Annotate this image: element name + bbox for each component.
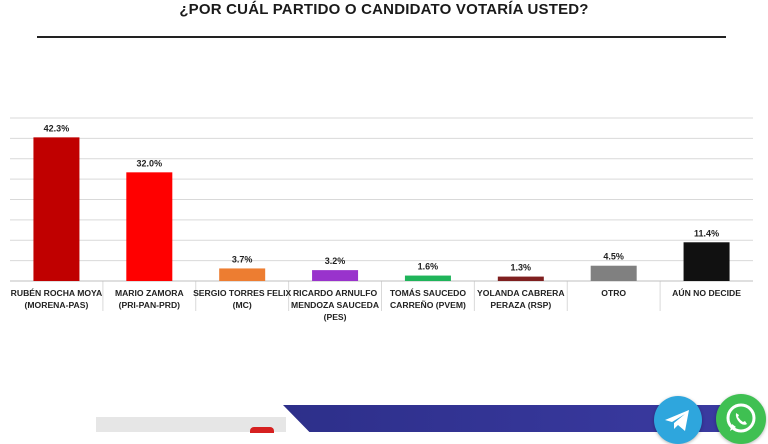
data-label-7: 4.5%: [603, 252, 624, 262]
title-divider: [37, 36, 726, 38]
category-label-8: AÚN NO DECIDE: [672, 287, 741, 298]
data-label-3: 3.7%: [232, 254, 253, 264]
whatsapp-icon: [726, 403, 756, 433]
category-label-5: CARREÑO (PVEM): [390, 300, 466, 310]
bar-4: [312, 270, 359, 281]
telegram-button[interactable]: [654, 396, 702, 444]
category-label-4: RICARDO ARNULFO: [293, 288, 377, 298]
category-label-1: RUBÉN ROCHA MOYA: [11, 288, 103, 298]
bar-2: [126, 172, 173, 281]
data-label-8: 11.4%: [694, 228, 719, 238]
data-label-2: 32.0%: [137, 158, 163, 168]
bar-7: [590, 265, 637, 281]
footer-red-tab: [250, 427, 274, 433]
telegram-icon: [665, 410, 689, 431]
category-label-6: PERAZA (RSP): [490, 300, 551, 310]
category-label-5: TOMÁS SAUCEDO: [390, 288, 467, 298]
data-label-4: 3.2%: [325, 256, 346, 266]
whatsapp-button[interactable]: [716, 394, 766, 444]
data-label-5: 1.6%: [418, 262, 439, 272]
bar-chart: 42.3% RUBÉN ROCHA MOYA (MORENA-PAS) 32.0% MA…: [10, 117, 753, 322]
bar-5: [404, 275, 451, 281]
bar-6: [497, 276, 544, 281]
category-label-2: (PRI-PAN-PRD): [119, 300, 181, 310]
category-label-4: MENDOZA SAUCEDA: [291, 300, 379, 310]
data-label-1: 42.3%: [44, 123, 70, 133]
category-label-7: OTRO: [601, 288, 626, 298]
bar-8: [683, 242, 730, 281]
footer-gray-band: [96, 417, 286, 432]
category-label-3: (MC): [233, 300, 252, 310]
category-label-1: (MORENA-PAS): [25, 300, 89, 310]
bar-1: [33, 137, 80, 281]
category-label-2: MARIO ZAMORA: [115, 288, 184, 298]
category-label-6: YOLANDA CABRERA: [477, 288, 565, 298]
footer-blue-band: [283, 405, 723, 432]
category-label-4: (PES): [324, 312, 347, 322]
chart-title: ¿POR CUÁL PARTIDO O CANDIDATO VOTARÍA US…: [179, 1, 589, 18]
category-label-3: SERGIO TORRES FELIX: [193, 288, 291, 298]
data-label-6: 1.3%: [511, 263, 532, 273]
bar-3: [219, 268, 266, 281]
